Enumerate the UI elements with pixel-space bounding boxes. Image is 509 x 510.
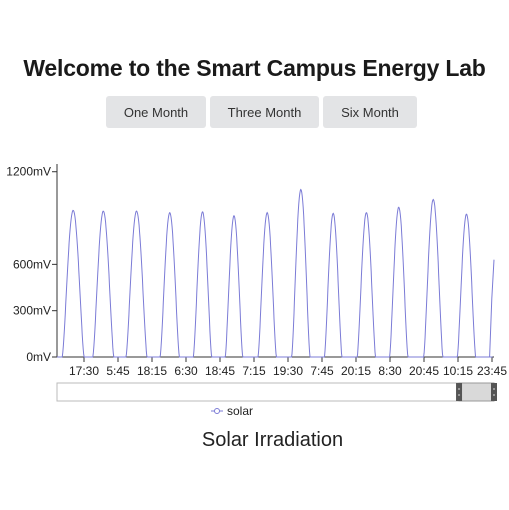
x-tick-label: 23:45 [477, 364, 507, 378]
x-tick-label: 18:15 [137, 364, 167, 378]
x-tick-label: 20:45 [409, 364, 439, 378]
x-tick-label: 17:30 [69, 364, 99, 378]
x-tick-label: 5:45 [106, 364, 130, 378]
y-tick-label: 300mV [13, 304, 51, 318]
chart-caption: Solar Irradiation [201, 429, 344, 451]
x-tick-label: 6:30 [174, 364, 198, 378]
plot-area [57, 188, 495, 358]
x-tick-label: 7:45 [310, 364, 334, 378]
solar-chart: 0mV 300mV 600mV 1200mV 17:30 5:45 18:15 6:30 18… [6, 164, 507, 418]
navigator-selection[interactable] [458, 382, 495, 402]
x-tick-label: 19:30 [273, 364, 303, 378]
three-month-button[interactable]: Three Month [210, 96, 319, 128]
navigator-handle-right[interactable] [491, 383, 497, 401]
y-tick-label: 0mV [26, 350, 51, 364]
range-navigator[interactable] [56, 382, 497, 402]
page-title: Welcome to the Smart Campus Energy Lab [23, 55, 486, 81]
six-month-button[interactable]: Six Month [323, 96, 417, 128]
x-tick-label: 18:45 [205, 364, 235, 378]
x-tick-label: 7:15 [242, 364, 266, 378]
y-tick-label: 1200mV [6, 165, 51, 179]
x-tick-label: 10:15 [443, 364, 473, 378]
legend-label-solar[interactable]: solar [227, 404, 253, 418]
one-month-button[interactable]: One Month [106, 96, 206, 128]
x-tick-label: 20:15 [341, 364, 371, 378]
series-line-solar [57, 188, 495, 358]
navigator-handle-left[interactable] [456, 383, 463, 401]
navigator-track[interactable] [56, 382, 495, 402]
x-axis: 17:30 5:45 18:15 6:30 18:45 7:15 19:30 7:45 20:1… [57, 356, 507, 378]
x-tick-label: 8:30 [378, 364, 402, 378]
y-axis: 0mV 300mV 600mV 1200mV [6, 164, 58, 364]
range-selector: One Month Three Month Six Month [0, 96, 509, 128]
y-tick-label: 600mV [13, 257, 51, 271]
legend-marker [214, 408, 220, 414]
legend: solar [211, 404, 253, 418]
